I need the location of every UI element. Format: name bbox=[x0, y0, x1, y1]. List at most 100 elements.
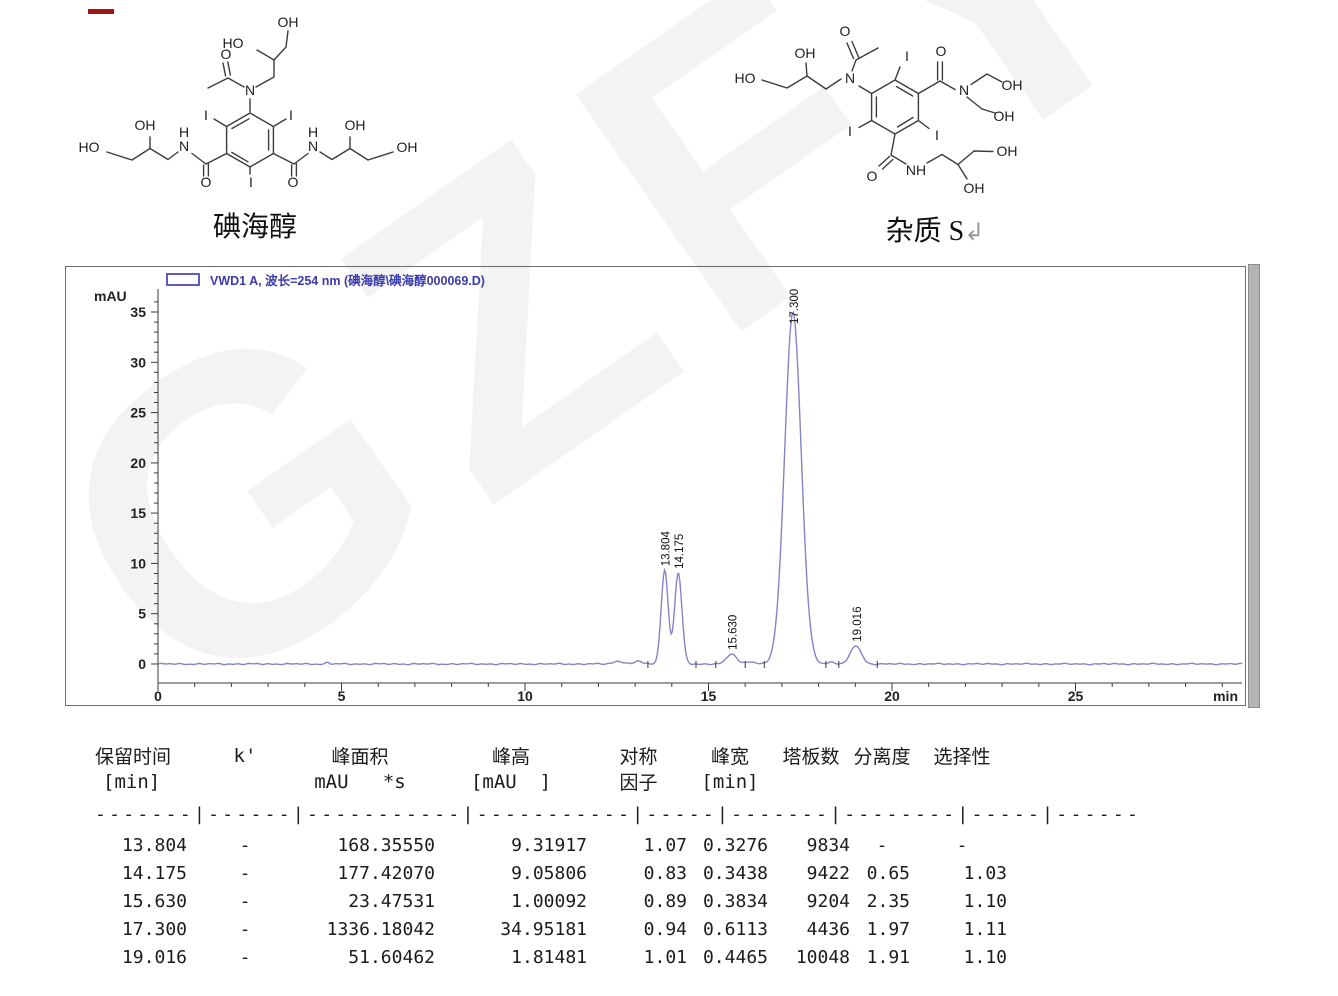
atom-label: O bbox=[867, 168, 878, 184]
table-cell: 1.07 bbox=[643, 834, 687, 856]
y-tick-label: 20 bbox=[130, 455, 146, 471]
table-cell: 0.94 bbox=[643, 918, 687, 940]
table-cell: 10048 bbox=[795, 946, 850, 968]
y-tick-label: 30 bbox=[130, 354, 146, 370]
table-cell: 0.3276 bbox=[702, 834, 768, 856]
atom-label: OH bbox=[345, 117, 366, 133]
peak-retention-label: 17.300 bbox=[789, 289, 801, 324]
table-cell: - bbox=[239, 890, 251, 912]
table-cell: - bbox=[239, 946, 251, 968]
table-cell: 168.35550 bbox=[337, 834, 435, 856]
table-cell: - bbox=[239, 862, 251, 884]
atom-label: N bbox=[179, 138, 189, 154]
atom-label: O bbox=[221, 46, 232, 62]
atom-label: HO bbox=[79, 139, 100, 155]
atom-label: OH bbox=[397, 139, 418, 155]
chromatogram-frame: VWD1 A, 波长=254 nm (碘海醇\碘海醇000069.D) 0 5 10… bbox=[65, 266, 1246, 706]
table-cell: 1.03 bbox=[963, 862, 1007, 884]
table-cell: mAU *s bbox=[314, 770, 406, 793]
table-cell: [mAU ] bbox=[470, 770, 552, 793]
table-separator: -------|------|-----------|-----------|-… bbox=[95, 804, 1142, 825]
atom-label: O bbox=[840, 23, 851, 39]
molecule-structure-impurity-s: O OH HO N I O N OH OH I I O NH OH OH bbox=[735, 23, 1023, 196]
table-cell: 塔板数 bbox=[782, 746, 840, 768]
table-cell: 1336.18042 bbox=[326, 918, 435, 940]
atom-label: N bbox=[845, 70, 855, 86]
atom-label: NH bbox=[906, 162, 926, 178]
table-cell: - bbox=[239, 918, 251, 940]
legend-color-swatch bbox=[166, 273, 200, 286]
bond-skeleton bbox=[106, 30, 394, 177]
table-cell: 9204 bbox=[806, 890, 850, 912]
table-cell: 14.175 bbox=[121, 862, 187, 884]
table-cell: 0.89 bbox=[643, 890, 687, 912]
table-cell: 1.10 bbox=[963, 890, 1007, 912]
table-cell: 0.4465 bbox=[702, 946, 768, 968]
peak-retention-label: 15.630 bbox=[728, 615, 740, 650]
atom-label: I bbox=[289, 107, 293, 123]
table-cell: - bbox=[239, 834, 251, 856]
x-axis-unit: min bbox=[1213, 688, 1238, 704]
vertical-scrollbar[interactable] bbox=[1248, 264, 1260, 708]
table-cell: 4436 bbox=[806, 918, 850, 940]
red-dash-mark bbox=[88, 9, 114, 14]
table-cell: 峰宽 bbox=[710, 746, 749, 768]
table-cell: 1.81481 bbox=[511, 946, 587, 968]
table-cell: 17.300 bbox=[121, 918, 187, 940]
y-tick-label: 35 bbox=[130, 304, 146, 320]
atom-label: HO bbox=[735, 70, 756, 86]
x-tick-label: 15 bbox=[701, 688, 717, 704]
table-row: 13.804 - 168.35550 9.31917 1.07 0.3276 9834 - - bbox=[95, 831, 1140, 859]
table-row: 17.300 - 1336.18042 34.95181 0.94 0.6113 4436 1… bbox=[95, 915, 1140, 943]
chromatogram-plot: 0 5 10 15 20 25 30 35 0 5 10 15 20 25 min mAU 13.804 14.1… bbox=[94, 288, 1243, 704]
legend-label: VWD1 A, 波长=254 nm (碘海醇\碘海醇000069.D) bbox=[210, 274, 485, 288]
atom-label: O bbox=[201, 174, 212, 190]
atom-label: I bbox=[204, 107, 208, 123]
table-cell: 34.95181 bbox=[500, 918, 587, 940]
table-row: 14.175 - 177.42070 9.05806 0.83 0.3438 9422 0.6… bbox=[95, 859, 1140, 887]
table-cell: 1.11 bbox=[963, 918, 1007, 940]
table-row: 19.016 - 51.60462 1.81481 1.01 0.4465 10048 1.9… bbox=[95, 943, 1140, 971]
atom-label: N bbox=[308, 138, 318, 154]
y-tick-label: 5 bbox=[138, 606, 146, 622]
table-cell: 177.42070 bbox=[337, 862, 435, 884]
atom-label: OH bbox=[278, 14, 299, 30]
table-cell: 1.97 bbox=[866, 918, 910, 940]
caption-impurity-s: 杂质 S↲ bbox=[820, 209, 1050, 249]
table-cell: - bbox=[876, 834, 888, 856]
atom-label: O bbox=[288, 174, 299, 190]
table-cell: 因子 bbox=[619, 772, 658, 794]
signal-trace bbox=[157, 311, 1243, 666]
table-cell: 0.83 bbox=[643, 862, 687, 884]
y-tick-label: 0 bbox=[138, 656, 146, 672]
bond-skeleton bbox=[761, 40, 1003, 180]
atom-label: O bbox=[936, 43, 947, 59]
table-cell: - bbox=[956, 834, 968, 856]
paragraph-return-mark: ↲ bbox=[964, 220, 985, 246]
atom-label: H bbox=[308, 124, 318, 140]
table-cell: 保留时间 bbox=[95, 746, 172, 768]
atom-label: I bbox=[848, 123, 852, 139]
atom-label: OH bbox=[135, 117, 156, 133]
table-cell: 1.91 bbox=[866, 946, 910, 968]
table-cell: 0.65 bbox=[866, 862, 910, 884]
table-cell: 19.016 bbox=[121, 946, 187, 968]
atom-label: I bbox=[905, 48, 909, 64]
atom-label: OH bbox=[795, 45, 816, 61]
table-header-row: 保留时间 k' 峰面积 峰高 对称 峰宽 塔板数 分离度 选择性 bbox=[95, 742, 1140, 769]
table-cell: 1.00092 bbox=[511, 890, 587, 912]
atom-label: OH bbox=[997, 143, 1018, 159]
table-cell: 23.47531 bbox=[348, 890, 435, 912]
x-tick-label: 0 bbox=[154, 688, 162, 704]
results-table: 保留时间 k' 峰面积 峰高 对称 峰宽 塔板数 分离度 选择性 [min] mAU *s [mAU… bbox=[95, 742, 1140, 971]
table-cell: 分离度 bbox=[853, 746, 911, 768]
atom-label: OH bbox=[994, 108, 1015, 124]
y-tick-label: 10 bbox=[130, 555, 146, 571]
table-header-units-row: [min] mAU *s [mAU ] 因子 [min] bbox=[95, 768, 1140, 795]
table-cell: 对称 bbox=[619, 746, 658, 768]
table-cell: 峰高 bbox=[491, 746, 530, 768]
atom-label: H bbox=[179, 124, 189, 140]
y-tick-label: 25 bbox=[130, 405, 146, 421]
x-tick-label: 5 bbox=[338, 688, 346, 704]
